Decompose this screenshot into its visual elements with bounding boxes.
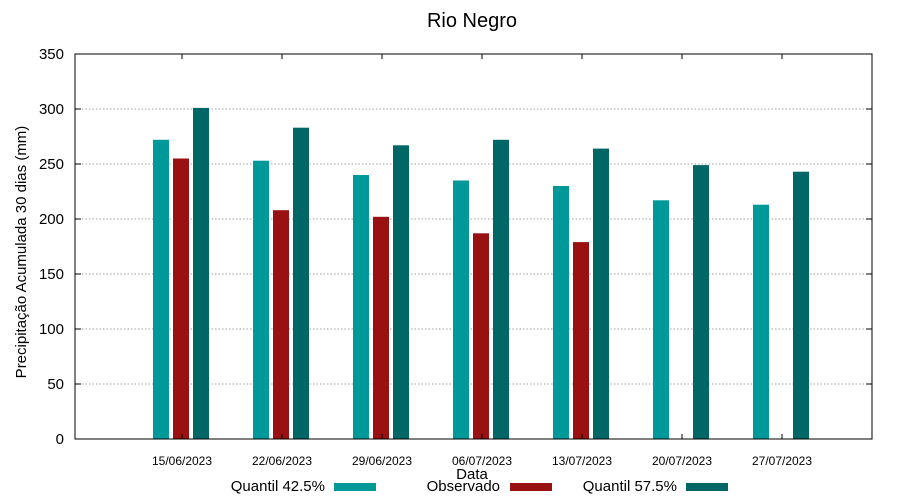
legend-swatch xyxy=(686,483,728,491)
x-tick-label: 20/07/2023 xyxy=(652,454,712,468)
bar-quantil-42-5--1 xyxy=(253,160,269,439)
x-axis-ticks: 15/06/2023 22/06/2023 29/06/2023 06/07/2023… xyxy=(152,54,812,468)
y-tick-label: 0 xyxy=(56,431,64,448)
y-axis-label: Precipitação Acumulada 30 dias (mm) xyxy=(13,126,30,379)
bar-observado-1 xyxy=(273,210,289,439)
bar-observado-0 xyxy=(173,158,189,439)
y-tick-label: 200 xyxy=(39,211,64,228)
bar-quantil-57-5--2 xyxy=(393,145,409,440)
bar-quantil-42-5--2 xyxy=(353,175,369,439)
x-tick-label: 15/06/2023 xyxy=(152,454,212,468)
chart-title: Rio Negro xyxy=(427,10,517,32)
bars xyxy=(153,107,809,440)
legend: Quantil 42.5% Observado Quantil 57.5% xyxy=(231,478,728,495)
bar-quantil-42-5--4 xyxy=(553,186,569,439)
legend-swatch xyxy=(334,483,376,491)
legend-swatch xyxy=(510,483,552,491)
bar-quantil-57-5--3 xyxy=(493,139,509,440)
bar-quantil-57-5--0 xyxy=(193,107,209,440)
legend-label: Observado xyxy=(427,478,500,495)
x-tick-label: 29/06/2023 xyxy=(352,454,412,468)
y-tick-label: 350 xyxy=(39,46,64,63)
bar-quantil-57-5--4 xyxy=(593,148,609,439)
x-axis-label: Data xyxy=(456,466,488,483)
bar-quantil-57-5--1 xyxy=(293,127,309,439)
x-tick-label: 22/06/2023 xyxy=(252,454,312,468)
y-tick-label: 150 xyxy=(39,266,64,283)
bar-observado-4 xyxy=(573,242,589,439)
bar-quantil-42-5--6 xyxy=(753,204,769,439)
x-tick-label: 06/07/2023 xyxy=(452,454,512,468)
bar-quantil-42-5--3 xyxy=(453,180,469,439)
y-axis-ticks: 0 50 100 150 200 250 300 350 xyxy=(39,46,872,448)
y-tick-label: 250 xyxy=(39,156,64,173)
legend-label: Quantil 42.5% xyxy=(231,478,325,495)
bar-quantil-42-5--0 xyxy=(153,139,169,440)
bar-observado-2 xyxy=(373,216,389,439)
x-tick-label: 27/07/2023 xyxy=(752,454,812,468)
bar-quantil-57-5--5 xyxy=(693,165,709,439)
y-tick-label: 300 xyxy=(39,101,64,118)
bar-observado-3 xyxy=(473,233,489,439)
plot-frame xyxy=(74,53,873,440)
bar-quantil-42-5--5 xyxy=(653,200,669,439)
y-tick-label: 50 xyxy=(47,376,64,393)
legend-label: Quantil 57.5% xyxy=(583,478,677,495)
y-tick-label: 100 xyxy=(39,321,64,338)
x-tick-label: 13/07/2023 xyxy=(552,454,612,468)
bar-quantil-57-5--6 xyxy=(793,171,809,439)
